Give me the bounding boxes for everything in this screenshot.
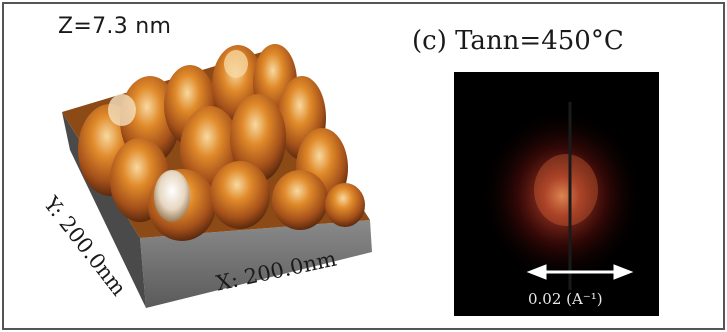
fft-diffuse-ring — [480, 108, 644, 284]
fft-panel — [454, 72, 690, 316]
afm-slab-front — [140, 220, 372, 308]
z-height-label: Z=7.3 nm — [58, 14, 172, 39]
vertical-double-arrow — [672, 136, 690, 254]
panel-title: (c) Tann=450°C — [412, 26, 624, 56]
afm-surface-image — [62, 44, 372, 308]
horizontal-double-arrow — [526, 264, 634, 280]
scale-bar-label: 0.02 (A⁻¹) — [528, 290, 603, 308]
